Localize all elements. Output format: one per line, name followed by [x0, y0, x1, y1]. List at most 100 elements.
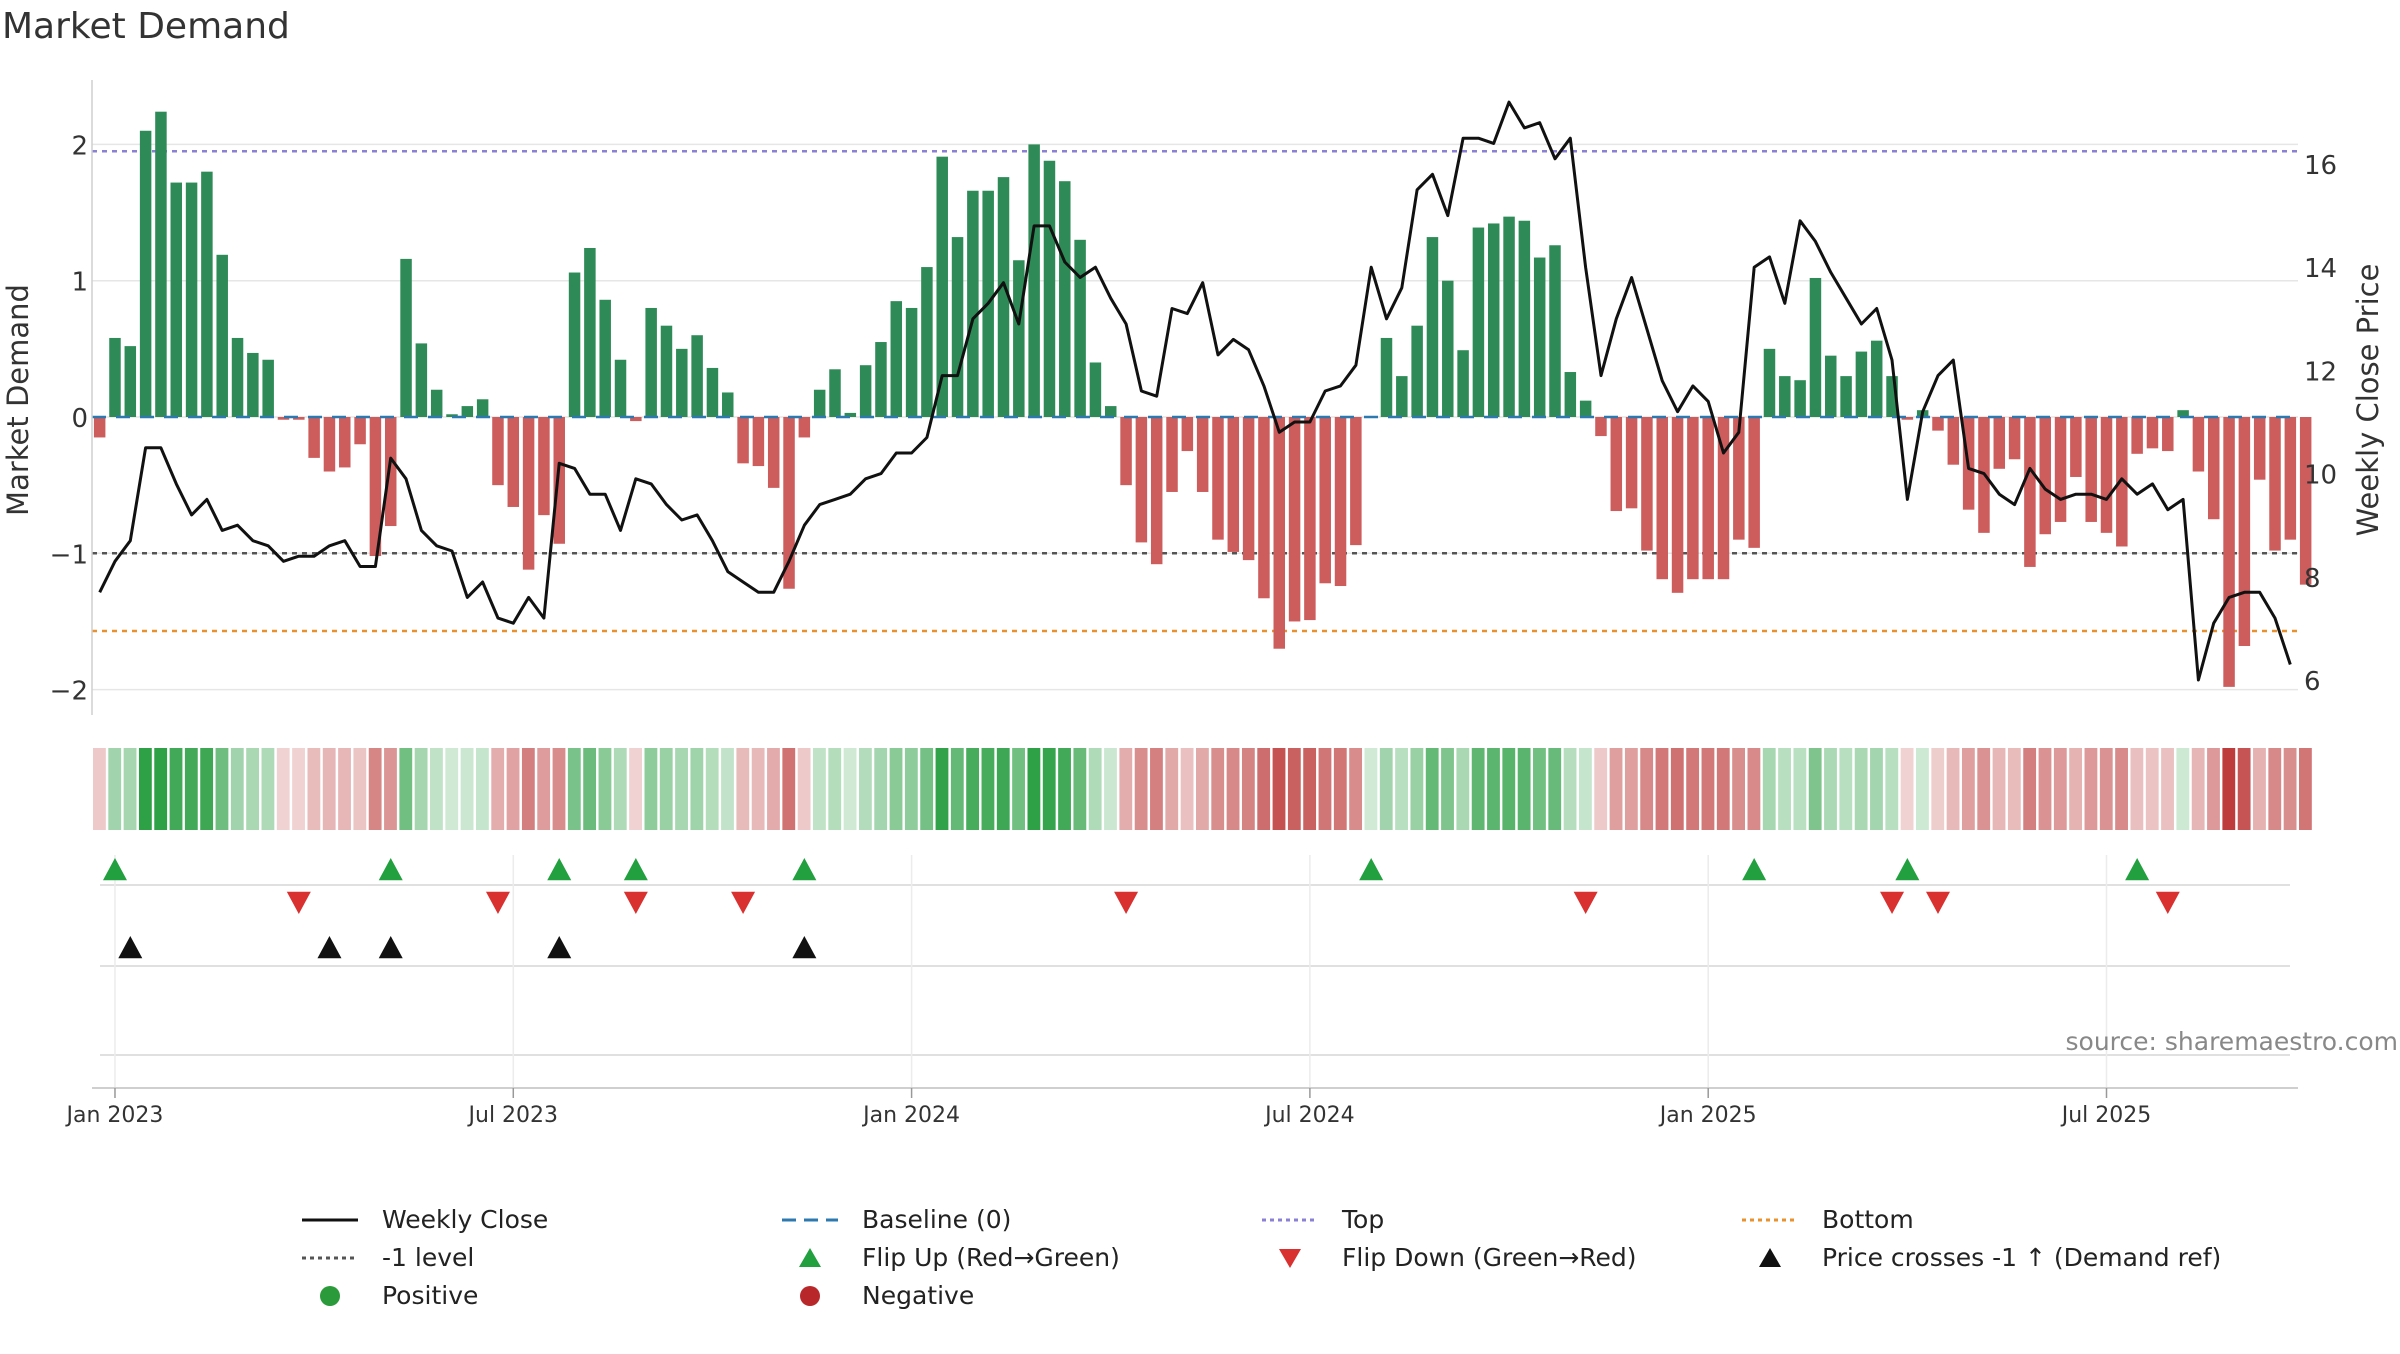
- heat-cell: [721, 748, 734, 830]
- demand-bar: [2054, 417, 2067, 522]
- heat-cell: [1287, 748, 1301, 830]
- heat-cell: [1119, 748, 1133, 830]
- demand-bar: [706, 367, 719, 417]
- demand-bar: [722, 392, 734, 417]
- heat-cell: [2207, 748, 2220, 830]
- heat-cell: [567, 748, 581, 830]
- heat-cell: [2023, 748, 2037, 830]
- demand-bar: [1794, 380, 1806, 417]
- demand-bar: [400, 258, 412, 417]
- demand-bar: [201, 171, 213, 417]
- demand-bar: [1840, 376, 1852, 417]
- heat-cell: [1487, 748, 1500, 830]
- demand-heat-strip: [93, 748, 2312, 830]
- triangle-up-icon: [1740, 1245, 1800, 1271]
- demand-bar: [2116, 417, 2128, 547]
- heat-cell: [1670, 748, 1684, 830]
- demand-bar: [2223, 417, 2235, 687]
- demand-bar: [1043, 160, 1056, 418]
- heat-cell: [813, 748, 826, 830]
- heat-cell: [1349, 748, 1363, 830]
- y-left-tick-label: 2: [71, 131, 88, 161]
- heat-cell: [460, 748, 474, 830]
- demand-bar: [783, 417, 795, 589]
- demand-bar: [1763, 348, 1776, 417]
- demand-bar: [1258, 417, 1270, 599]
- legend-label: Weekly Close: [382, 1205, 549, 1234]
- heat-cell: [430, 748, 443, 830]
- heat-cell: [1104, 748, 1117, 830]
- legend-price-cross: Price crosses -1 ↑ (Demand ref): [1740, 1243, 2221, 1272]
- y-right-tick-label: 10: [2304, 461, 2337, 491]
- legend-bottom: Bottom: [1740, 1205, 1914, 1234]
- demand-bar: [1442, 280, 1454, 417]
- heat-cell: [1272, 748, 1286, 830]
- heat-cell: [996, 748, 1010, 830]
- heat-cell: [797, 748, 811, 830]
- price-cross-marker: [378, 936, 403, 959]
- demand-bar: [1886, 376, 1898, 417]
- demand-bar: [1396, 376, 1408, 417]
- demand-bar: [1150, 417, 1163, 565]
- demand-bar: [2177, 410, 2189, 417]
- legend-weekly-close: Weekly Close: [300, 1205, 548, 1234]
- price-layer: [98, 100, 2292, 682]
- heat-cell: [491, 748, 505, 830]
- y-right-tick-label: 12: [2304, 357, 2337, 387]
- y-axis-left-label: Market Demand: [1, 284, 35, 516]
- heat-cell: [154, 748, 168, 830]
- demand-bar: [216, 254, 228, 417]
- heat-cell: [2069, 748, 2083, 830]
- legend-positive: Positive: [300, 1281, 478, 1310]
- flip-up-marker: [623, 858, 648, 881]
- x-tick-label: Jan 2025: [1658, 1103, 1757, 1128]
- demand-bar: [1273, 417, 1286, 649]
- demand-bar: [1166, 417, 1178, 492]
- demand-bar: [1702, 417, 1714, 580]
- heat-cell: [2007, 748, 2021, 830]
- heat-cell: [1211, 748, 1225, 830]
- demand-bar: [1671, 417, 1684, 593]
- heat-cell: [2191, 748, 2205, 830]
- heat-cell: [751, 748, 765, 830]
- price-cross-marker: [317, 936, 342, 959]
- heat-cell: [2268, 748, 2282, 830]
- heat-cell: [200, 748, 214, 830]
- heat-cell: [230, 748, 244, 830]
- demand-bar: [277, 417, 290, 420]
- demand-bar: [2070, 417, 2082, 477]
- heat-cell: [1900, 748, 1914, 830]
- demand-bar: [1089, 362, 1102, 417]
- demand-bar: [997, 177, 1010, 417]
- legend-label: Flip Down (Green→Red): [1342, 1243, 1637, 1272]
- heat-cell: [2099, 748, 2113, 830]
- demand-bar: [1472, 227, 1485, 417]
- heat-cell: [767, 748, 780, 830]
- heat-cell: [399, 748, 413, 830]
- dashed-line-icon: [780, 1207, 840, 1233]
- heat-cell: [1624, 748, 1638, 830]
- demand-bar: [155, 111, 167, 418]
- demand-bar: [2238, 417, 2251, 646]
- flip-up-marker: [792, 858, 817, 881]
- heat-cell: [1241, 748, 1255, 830]
- legend-label: Positive: [382, 1281, 479, 1310]
- demand-bar: [476, 399, 489, 417]
- demand-bar: [645, 307, 657, 417]
- heat-cell: [1701, 748, 1715, 830]
- demand-bar: [492, 417, 504, 486]
- demand-bar: [430, 389, 443, 417]
- demand-bar: [1564, 372, 1577, 417]
- demand-bar: [308, 417, 320, 458]
- flip-up-marker: [102, 858, 127, 881]
- legend-label: Baseline (0): [862, 1205, 1012, 1234]
- price-cross-marker: [547, 936, 572, 959]
- solid-line-icon: [300, 1207, 360, 1233]
- legend-flip-up: Flip Up (Red→Green): [780, 1243, 1120, 1272]
- flip-down-marker: [1573, 891, 1598, 914]
- flip-up-marker: [1895, 858, 1920, 881]
- y-left-tick-label: −1: [50, 540, 88, 570]
- demand-bar: [1733, 417, 1745, 540]
- heat-cell: [2161, 748, 2174, 830]
